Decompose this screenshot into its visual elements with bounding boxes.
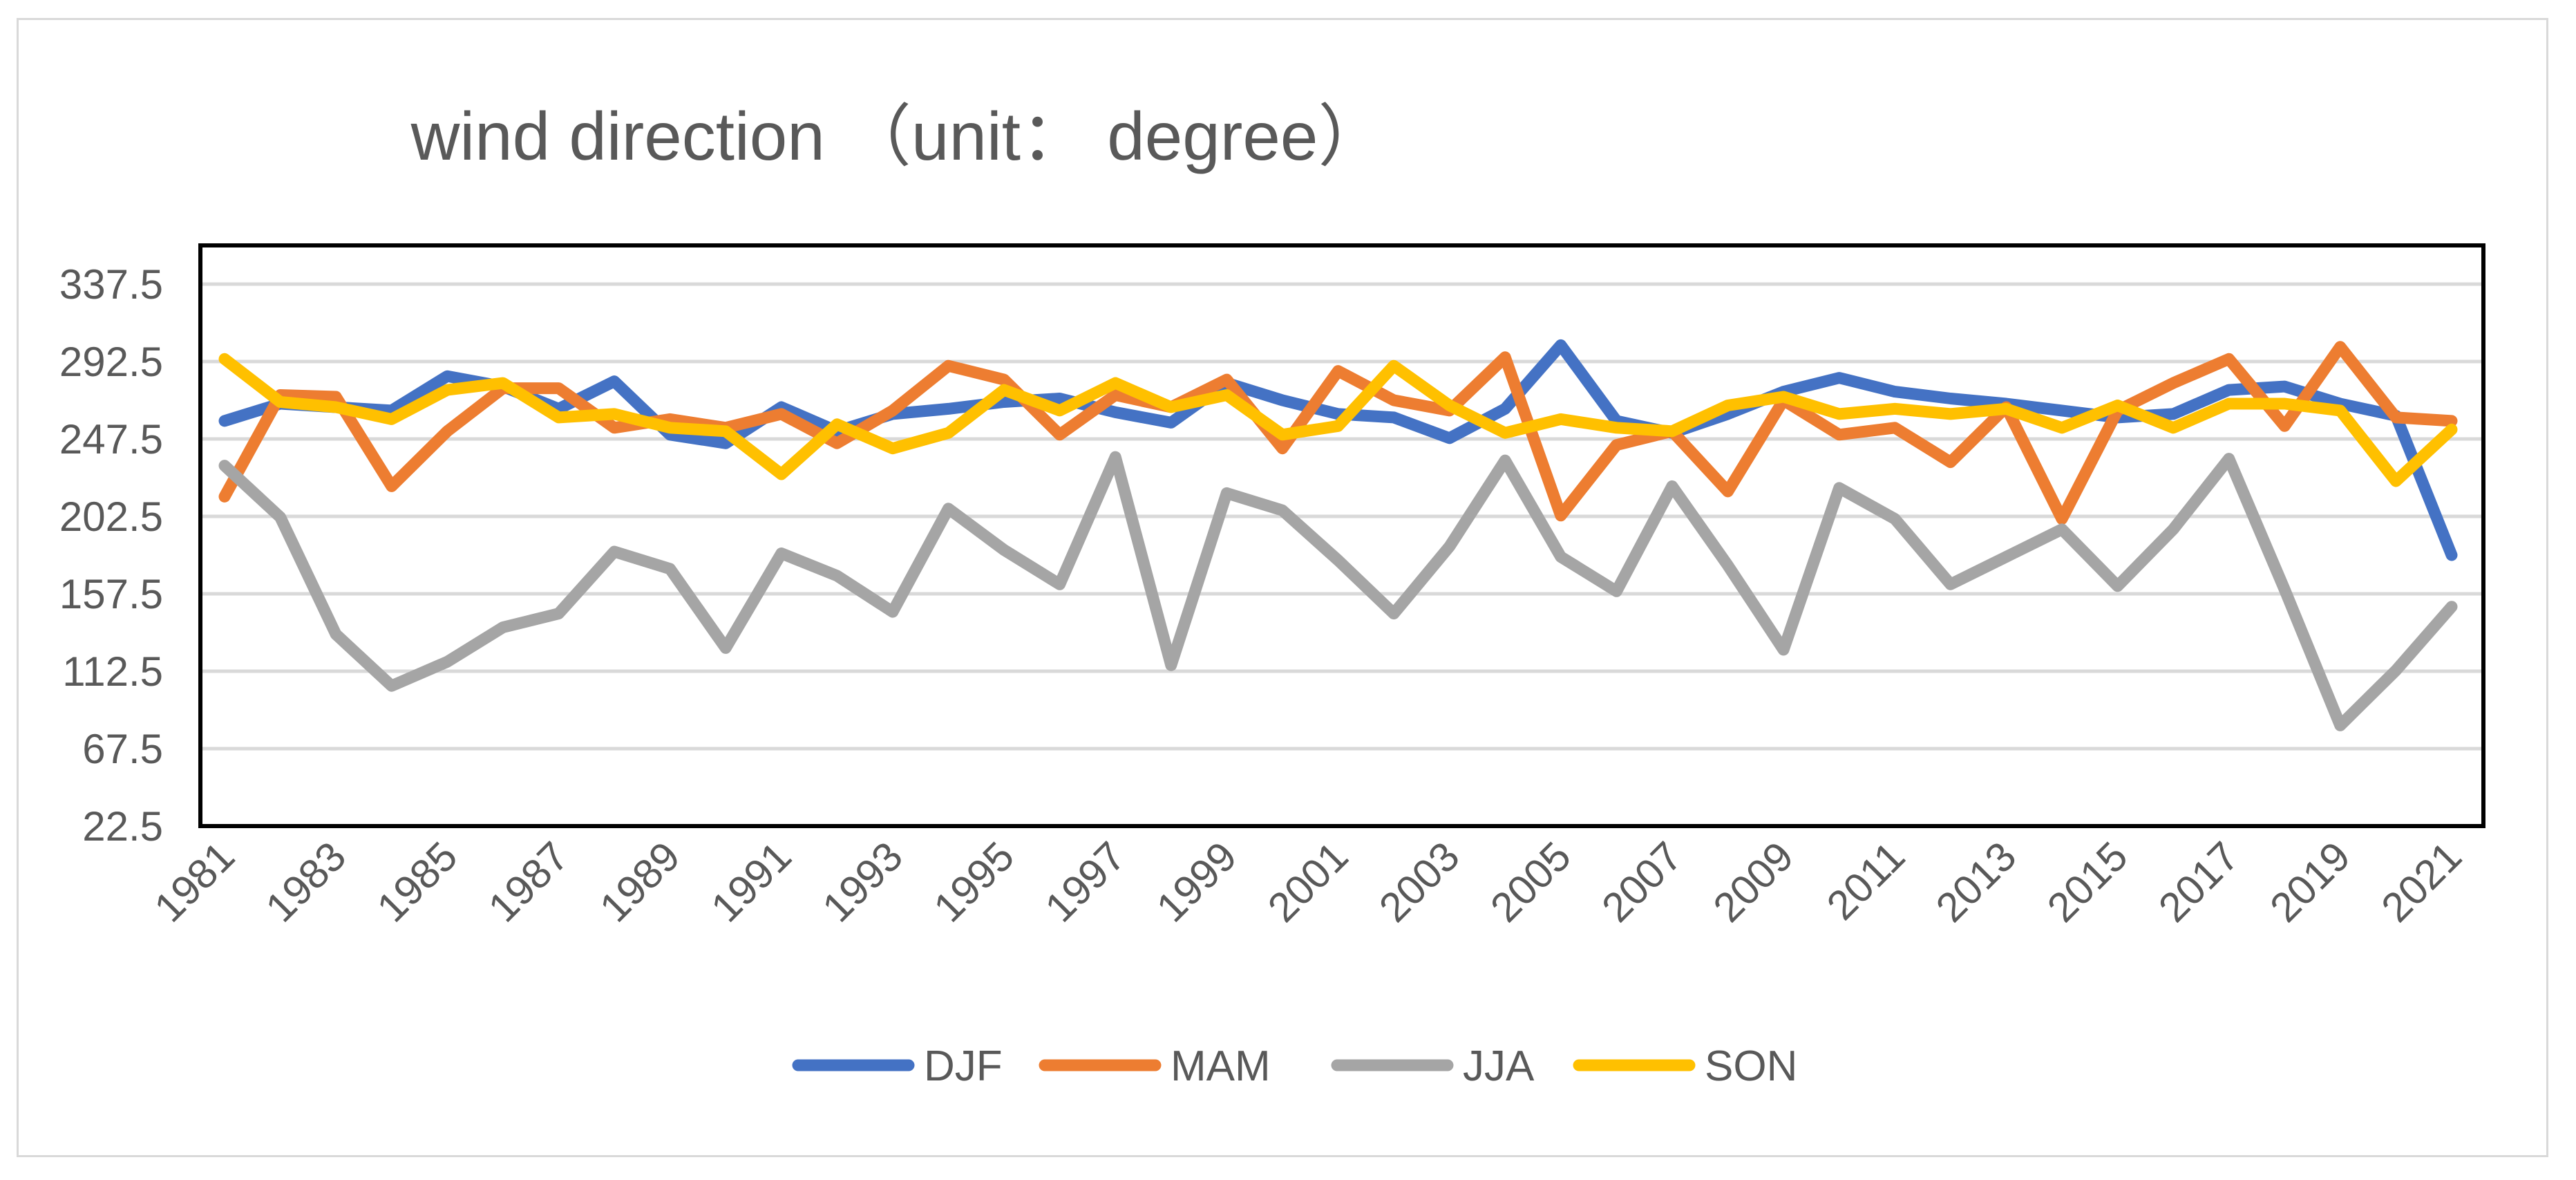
x-tick-label: 1989: [591, 833, 689, 931]
x-tick-label: 1987: [480, 833, 578, 931]
x-tick-label: 2001: [1259, 833, 1357, 931]
plot-area-border: [198, 243, 2485, 828]
legend-label-mam: MAM: [1171, 1042, 1271, 1090]
series-line-jja: [218, 451, 2458, 731]
x-tick-label: 2015: [2038, 833, 2137, 931]
x-tick-label: 2007: [1593, 833, 1691, 931]
series-line-mam: [218, 341, 2458, 525]
x-tick-label: 1991: [702, 833, 800, 931]
y-tick-label: 157.5: [59, 571, 163, 617]
x-tick-label: 2003: [1370, 833, 1468, 931]
y-tick-label: 67.5: [82, 726, 163, 772]
x-tick-label: 2013: [1927, 833, 2025, 931]
y-axis-tick-labels: 22.5 67.5 112.5 157.5 202.5 247.5 292.5 337.5: [59, 261, 163, 850]
y-tick-label: 247.5: [59, 416, 163, 462]
x-tick-label: 1995: [925, 833, 1023, 931]
x-tick-label: 2017: [2150, 833, 2248, 931]
legend: DJF MAM JJA SON: [792, 1042, 1797, 1090]
x-tick-label: 2011: [1818, 833, 1914, 929]
x-tick-label: 1997: [1036, 833, 1135, 931]
chart-frame: [17, 18, 2548, 1157]
series-line-djf: [218, 339, 2458, 561]
y-tick-label: 292.5: [59, 339, 163, 385]
x-tick-label: 1985: [368, 833, 466, 931]
x-axis-tick-labels: 1981 1983 1985 1987 1989 1991 1993 1995 1997 1999…: [145, 833, 2470, 931]
y-tick-label: 112.5: [62, 648, 163, 695]
y-tick-label: 22.5: [82, 803, 163, 850]
x-tick-label: 2009: [1705, 833, 1803, 931]
series-line-son: [218, 353, 2458, 487]
x-tick-label: 1983: [257, 833, 355, 931]
x-tick-label: 1999: [1148, 833, 1246, 931]
chart-title: wind direction （unit： degree）: [410, 98, 1386, 174]
x-tick-label: 2021: [2372, 833, 2470, 931]
series-lines: [218, 339, 2458, 731]
legend-label-son: SON: [1705, 1042, 1797, 1090]
x-tick-label: 1993: [813, 833, 911, 931]
x-tick-label: 2005: [1481, 833, 1580, 931]
y-tick-label: 202.5: [59, 494, 163, 540]
y-tick-label: 337.5: [59, 261, 163, 308]
x-tick-label: 2019: [2261, 833, 2359, 931]
legend-label-jja: JJA: [1463, 1042, 1535, 1090]
legend-label-djf: DJF: [924, 1042, 1003, 1090]
